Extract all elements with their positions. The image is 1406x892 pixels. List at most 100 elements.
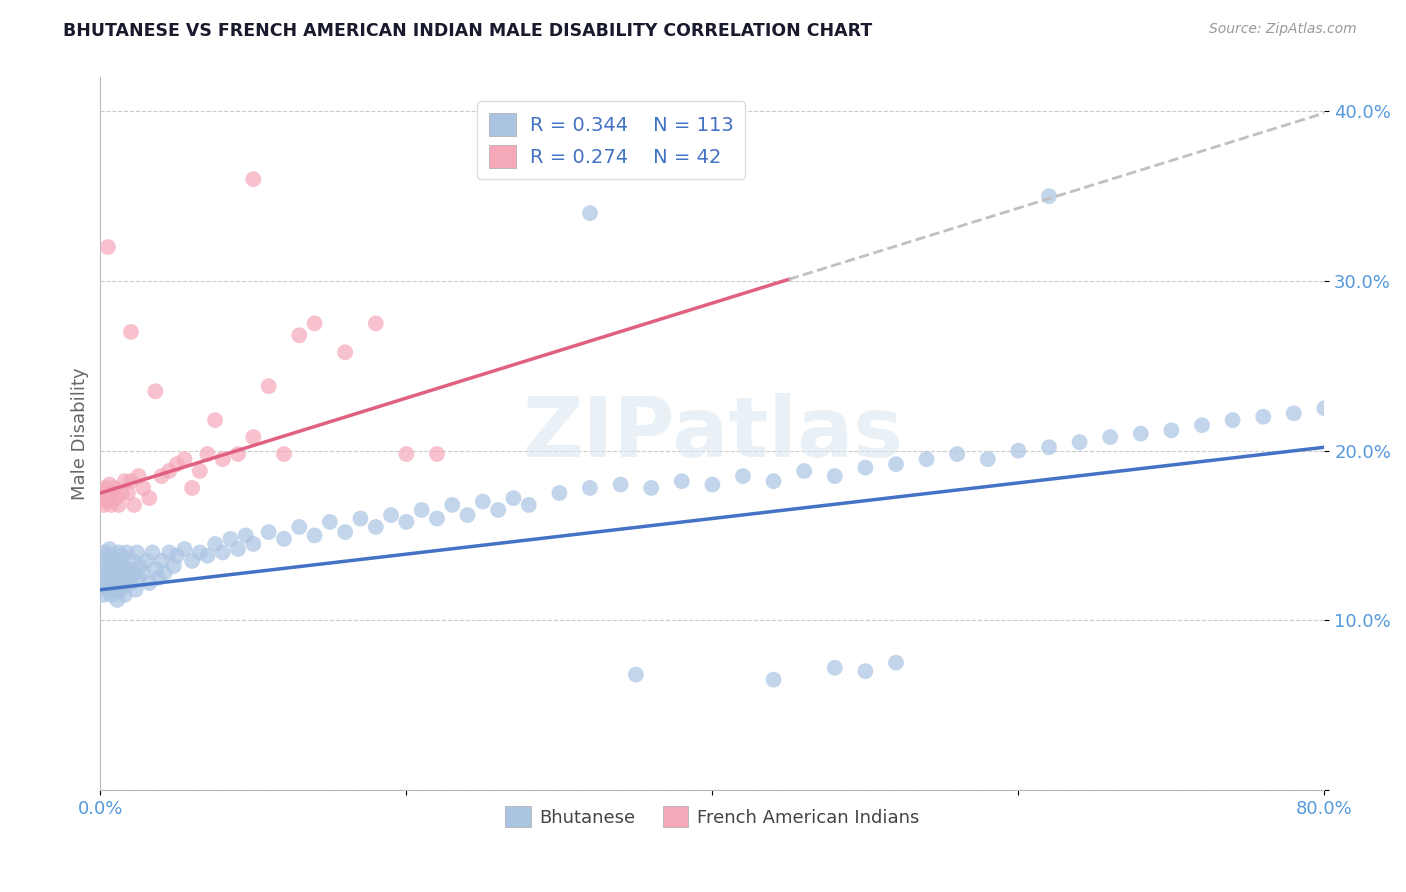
Y-axis label: Male Disability: Male Disability (72, 368, 89, 500)
Point (853, 460, 876, 475)
Point (204, 537, 226, 551)
Point (104, 491, 127, 505)
Point (624, 667, 647, 681)
Point (138, 576, 160, 591)
Point (395, 447, 418, 461)
Point (97, 240, 120, 254)
Point (1160, 423, 1182, 437)
Point (128, 469, 150, 483)
Point (118, 562, 141, 576)
Point (793, 464, 815, 478)
Point (114, 566, 136, 580)
Point (762, 474, 785, 488)
Point (364, 317, 387, 331)
Point (90, 579, 112, 593)
Point (98, 542, 121, 557)
Point (1313, 401, 1336, 416)
Point (471, 494, 494, 508)
Point (197, 447, 219, 461)
Point (609, 477, 631, 491)
Point (257, 379, 280, 393)
Point (115, 545, 138, 559)
Point (121, 554, 143, 568)
Point (173, 452, 195, 467)
Point (235, 528, 257, 542)
Point (380, 508, 402, 522)
Point (114, 588, 136, 602)
Point (411, 503, 433, 517)
Point (157, 545, 180, 559)
Point (97, 549, 120, 563)
Point (145, 384, 167, 399)
Point (166, 549, 188, 563)
Point (120, 576, 142, 591)
Point (242, 430, 264, 444)
Point (288, 328, 311, 343)
Point (1282, 406, 1305, 420)
Point (132, 481, 155, 495)
Point (242, 537, 264, 551)
Point (1069, 435, 1091, 450)
Point (100, 588, 122, 602)
Point (141, 545, 163, 559)
Point (124, 582, 146, 597)
Point (112, 579, 135, 593)
Point (426, 447, 449, 461)
Point (426, 511, 449, 525)
Point (640, 481, 662, 495)
Point (93, 562, 115, 576)
Point (110, 582, 132, 597)
Point (197, 549, 219, 563)
Point (93, 588, 115, 602)
Point (211, 545, 233, 559)
Point (94, 545, 117, 559)
Point (150, 469, 173, 483)
Point (977, 452, 1000, 467)
Point (120, 325, 142, 339)
Point (395, 515, 418, 529)
Point (90, 486, 112, 500)
Point (100, 498, 122, 512)
Point (111, 549, 134, 563)
Point (138, 491, 160, 505)
Point (319, 515, 342, 529)
Point (148, 571, 170, 585)
Point (273, 447, 295, 461)
Point (157, 464, 180, 478)
Point (104, 562, 127, 576)
Point (107, 571, 129, 585)
Point (150, 554, 173, 568)
Text: ZIPatlas: ZIPatlas (522, 393, 903, 475)
Point (579, 481, 602, 495)
Point (128, 571, 150, 585)
Point (181, 481, 204, 495)
Text: BHUTANESE VS FRENCH AMERICAN INDIAN MALE DISABILITY CORRELATION CHART: BHUTANESE VS FRENCH AMERICAN INDIAN MALE… (63, 22, 873, 40)
Point (1222, 413, 1244, 427)
Point (103, 481, 125, 495)
Point (1007, 443, 1029, 458)
Point (349, 511, 371, 525)
Point (884, 656, 907, 670)
Point (98, 566, 121, 580)
Point (884, 457, 907, 471)
Point (101, 486, 124, 500)
Point (104, 576, 127, 591)
Point (204, 413, 226, 427)
Point (333, 524, 356, 539)
Point (97, 576, 120, 591)
Point (111, 486, 134, 500)
Point (915, 452, 938, 467)
Point (114, 474, 136, 488)
Point (101, 566, 124, 580)
Point (101, 579, 124, 593)
Point (548, 486, 571, 500)
Point (702, 477, 724, 491)
Legend: Bhutanese, French American Indians: Bhutanese, French American Indians (498, 799, 927, 834)
Point (226, 447, 249, 461)
Point (97, 491, 120, 505)
Point (853, 664, 876, 678)
Point (135, 554, 157, 568)
Point (671, 474, 693, 488)
Point (219, 532, 242, 546)
Point (517, 498, 540, 512)
